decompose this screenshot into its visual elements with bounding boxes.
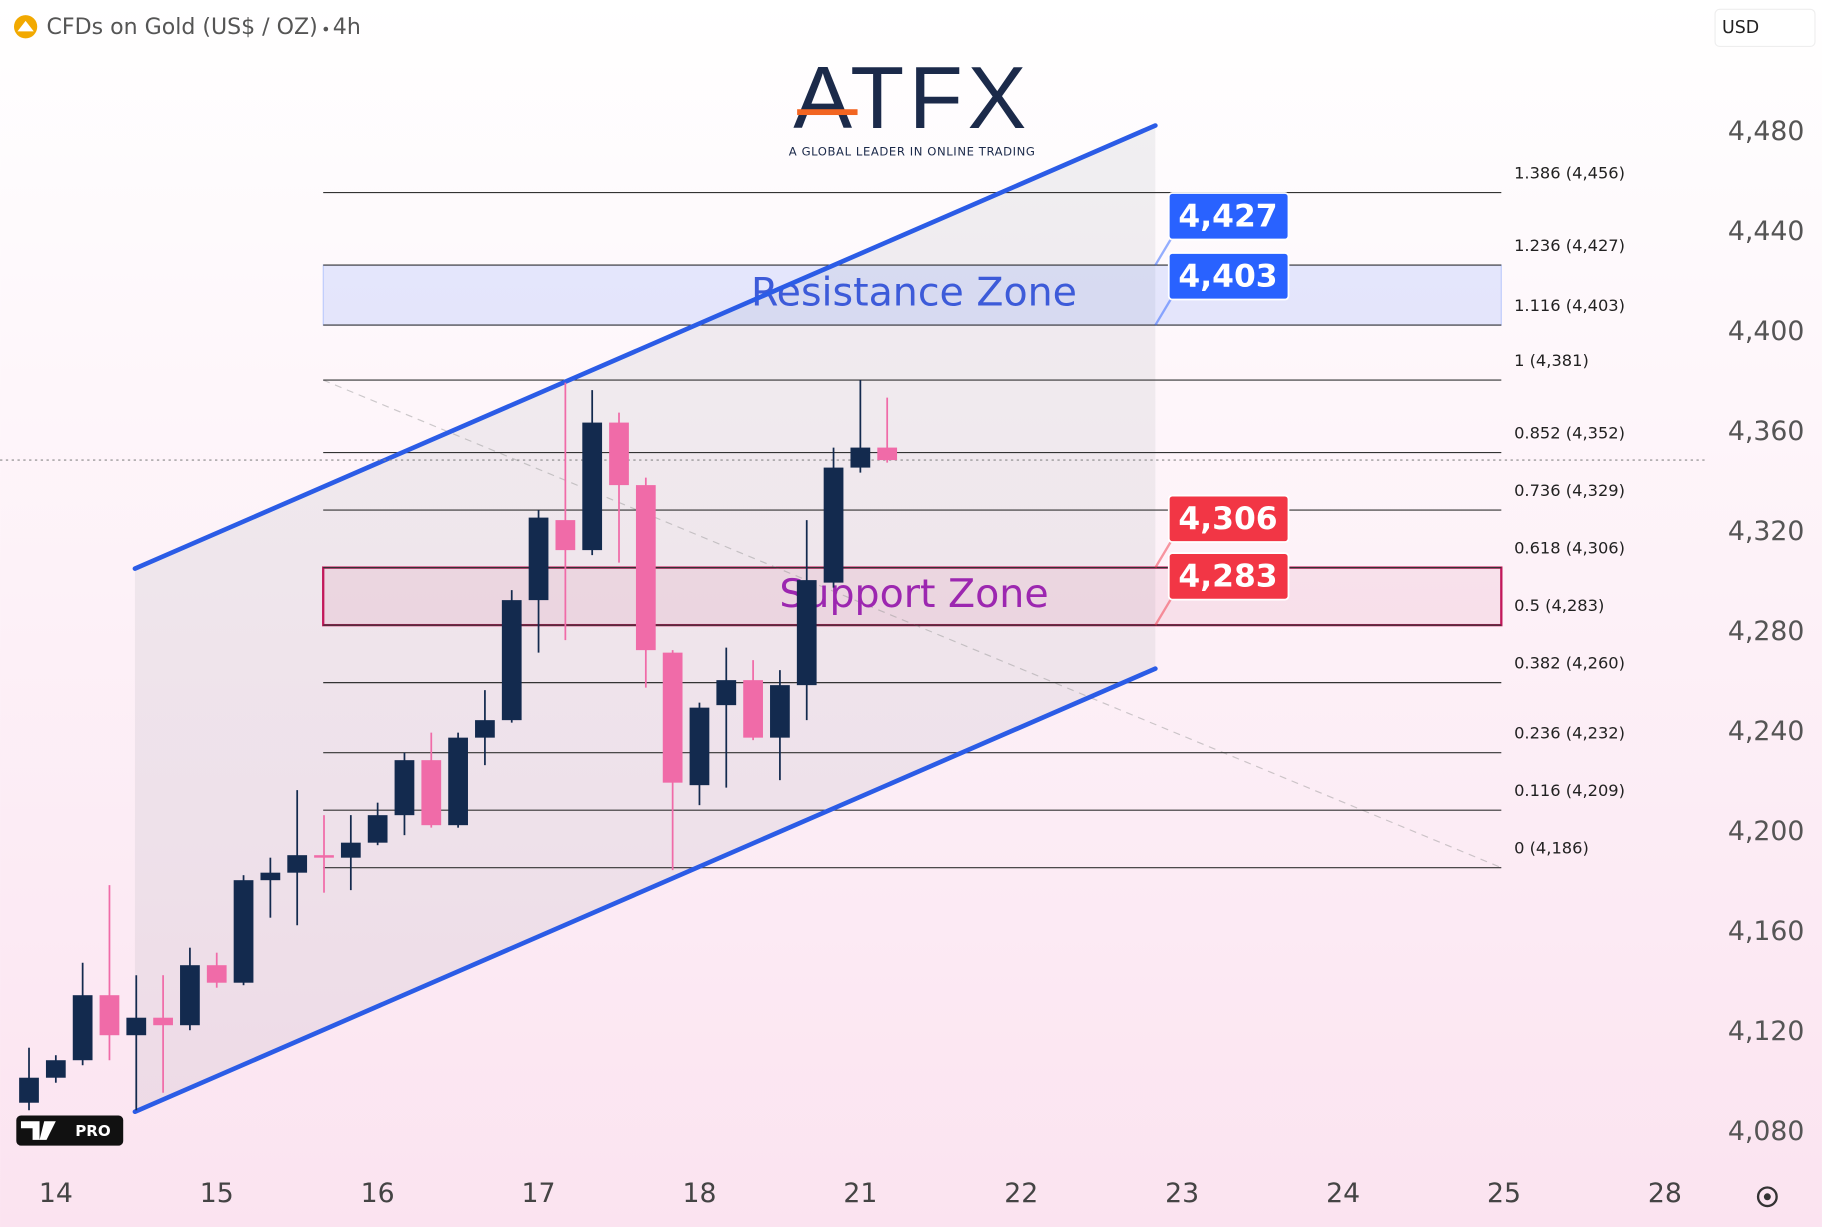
x-tick-label: 23 [1165, 1178, 1199, 1209]
fib-level-label: 0.382 (4,260) [1514, 654, 1625, 673]
fib-level-label: 0 (4,186) [1514, 839, 1589, 858]
candle-body [233, 880, 254, 983]
price-callout-label: 4,283 [1178, 558, 1277, 594]
candle-body [877, 447, 898, 461]
candle-body [206, 965, 227, 983]
price-callout [1167, 494, 1290, 543]
plot-area: 1.386 (4,456) 1.236 (4,427) 1.116 (4,403) 1… [0, 116, 1804, 1209]
price-callout-label: 4,306 [1178, 501, 1277, 537]
x-tick-label: 18 [682, 1178, 716, 1209]
settings-icon[interactable] [1756, 1186, 1778, 1208]
candle-body [314, 855, 334, 858]
candle-body [555, 520, 576, 551]
fib-level-label: 0.5 (4,283) [1514, 596, 1604, 615]
fib-level-label: 0.116 (4,209) [1514, 781, 1625, 800]
price-callout-label: 4,403 [1178, 258, 1277, 294]
tv-logo [20, 1121, 56, 1140]
candle-body [394, 760, 415, 816]
y-tick-label: 4,360 [1728, 416, 1805, 447]
price-callout-label: 4,427 [1178, 198, 1277, 234]
candle-body [609, 422, 629, 486]
candle-body [287, 855, 308, 873]
candle-body [448, 737, 468, 826]
y-tick-label: 4,080 [1728, 1116, 1805, 1147]
candle-body [475, 720, 495, 738]
candle-body [153, 1017, 173, 1026]
fib-level-label: 0.852 (4,352) [1514, 424, 1625, 443]
candle-body [19, 1077, 39, 1103]
fib-trend-line [322, 379, 1502, 869]
candle-body [662, 652, 683, 783]
candle-body [689, 707, 710, 786]
candle-body [823, 467, 844, 583]
candle-body [72, 995, 93, 1061]
fib-level-label: 1 (4,381) [1514, 351, 1589, 370]
candle-body [716, 680, 737, 706]
fib-level-label: 0.236 (4,232) [1514, 724, 1625, 743]
zone-label: Support Zone [779, 571, 1048, 617]
price-callout [1167, 552, 1290, 601]
candle-body [850, 447, 871, 468]
candle-body [367, 815, 388, 843]
fib-level-label: 0.618 (4,306) [1514, 539, 1625, 558]
candle-body [770, 685, 790, 738]
y-tick-label: 4,160 [1728, 916, 1805, 947]
candle-body [180, 965, 200, 1026]
x-tick-label: 22 [1004, 1178, 1038, 1209]
price-callout [1167, 192, 1290, 241]
x-tick-label: 15 [200, 1178, 234, 1209]
x-tick-label: 14 [39, 1178, 73, 1209]
candle-body [501, 600, 522, 721]
fib-level-label: 1.116 (4,403) [1514, 296, 1625, 315]
candle-body [743, 680, 763, 738]
settings-icon-center [1763, 1193, 1771, 1201]
candle-body [126, 1017, 147, 1036]
candle-body [45, 1060, 66, 1078]
fib-level-label: 1.386 (4,456) [1514, 163, 1625, 182]
brand-logo: ATFX [793, 48, 1031, 147]
symbol-icon-shape [17, 20, 34, 32]
fib-level-label: 1.236 (4,427) [1514, 236, 1625, 255]
brand-tagline: A GLOBAL LEADER IN ONLINE TRADING [789, 145, 1036, 159]
candle-body [99, 995, 120, 1036]
x-tick-label: 17 [522, 1178, 556, 1209]
currency-label[interactable]: USD [1722, 18, 1759, 38]
candle-body [582, 422, 603, 551]
candle-body [796, 580, 817, 686]
x-tick-label: 28 [1648, 1178, 1682, 1209]
candle-body [421, 760, 442, 826]
zone-label: Resistance Zone [751, 270, 1077, 316]
candle-body [260, 872, 281, 881]
y-tick-label: 4,200 [1728, 816, 1805, 847]
logo-accent [797, 109, 858, 116]
symbol-title: CFDs on Gold (US$ / OZ) [47, 15, 318, 40]
price-callout [1167, 252, 1290, 301]
x-tick-label: 24 [1326, 1178, 1360, 1209]
fib-level-label: 0.736 (4,329) [1514, 481, 1625, 500]
x-tick-label: 21 [843, 1178, 877, 1209]
zone [322, 264, 1502, 326]
channel-line [132, 666, 1158, 1115]
candle-body [340, 842, 361, 858]
interval: 4h [333, 15, 361, 40]
pro-badge: PRO [75, 1122, 111, 1140]
y-tick-label: 4,440 [1728, 216, 1805, 247]
y-tick-label: 4,120 [1728, 1016, 1805, 1047]
y-tick-label: 4,400 [1728, 316, 1805, 347]
currency-button[interactable] [1714, 8, 1816, 48]
y-tick-label: 4,480 [1728, 116, 1805, 147]
candle-body [635, 485, 656, 651]
channel-line [132, 123, 1158, 571]
candle-body [528, 517, 549, 601]
y-tick-label: 4,240 [1728, 716, 1805, 747]
x-tick-label: 25 [1487, 1178, 1521, 1209]
y-tick-label: 4,320 [1728, 516, 1805, 547]
x-tick-label: 16 [361, 1178, 395, 1209]
separator-dot [323, 26, 329, 32]
y-tick-label: 4,280 [1728, 616, 1805, 647]
